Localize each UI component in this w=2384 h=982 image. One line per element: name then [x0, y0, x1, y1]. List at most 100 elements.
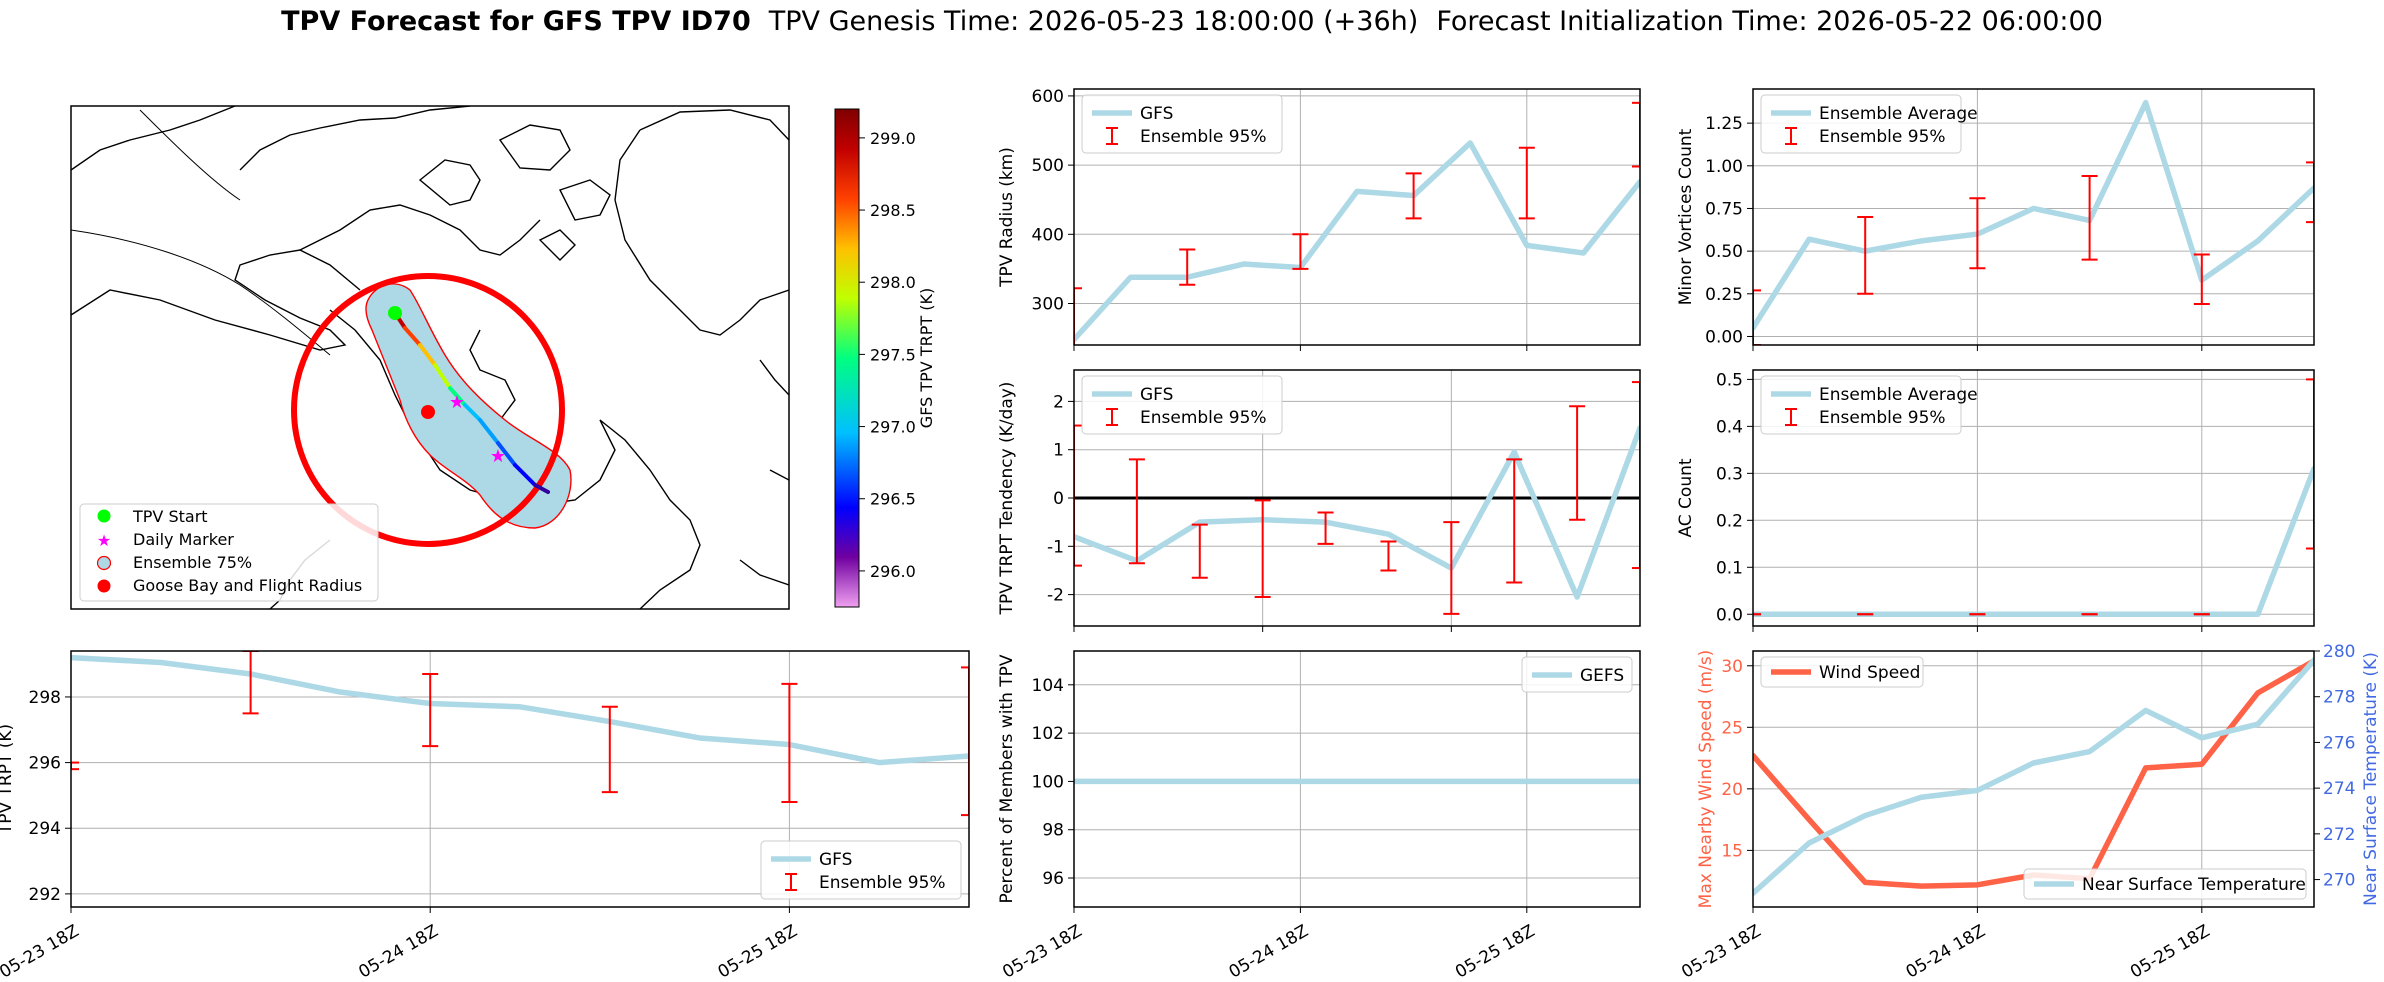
goose-bay-marker [421, 405, 435, 419]
y-tick-label: 0.75 [1705, 199, 1743, 219]
colorbar-tick-label: 296.0 [870, 562, 916, 581]
series-line [1753, 465, 2314, 618]
legend-box [1760, 656, 1924, 688]
y-tick-label: 1.25 [1705, 114, 1743, 134]
legend-label-ensemble: Ensemble 75% [133, 553, 252, 572]
x-tick-label: 05-23 18Z [999, 921, 1085, 982]
legend-label: Ensemble 95% [1140, 127, 1267, 147]
legend-box [1521, 656, 1633, 693]
colorbar-tick-label: 296.5 [870, 490, 916, 509]
y-tick-label-right: 278 [2323, 688, 2355, 708]
x-tick-label: 05-25 18Z [1452, 921, 1538, 982]
legend-box [1760, 375, 1962, 435]
map-legend: ★ TPV Start Daily Marker Ensemble 75% Go… [79, 503, 379, 602]
y-tick-label: 0 [1053, 489, 1064, 509]
y-axis-label: TPV Radius (km) [997, 147, 1017, 288]
coastline-greenland [614, 109, 789, 336]
y-tick-label: -2 [1047, 586, 1064, 606]
y-tick-label: 0.0 [1716, 605, 1743, 625]
legend-label-goose: Goose Bay and Flight Radius [133, 576, 362, 595]
y-tick-label: 25 [1721, 718, 1743, 738]
colorbar-tick-label: 298.0 [870, 273, 916, 292]
coastline-europe [739, 359, 789, 586]
x-tick-label: 05-24 18Z [1903, 921, 1989, 982]
border-line [139, 109, 241, 201]
daily-marker-2: ★ [490, 446, 506, 467]
title-bold: TPV Forecast for GFS TPV ID70 [281, 6, 751, 37]
y-tick-label-right: 274 [2323, 779, 2355, 799]
legend-box [1760, 94, 1962, 154]
y-axis-label: Max Nearby Wind Speed (m/s) [1696, 650, 1716, 909]
plot-series [1074, 101, 1640, 345]
y-tick-label: 15 [1721, 841, 1743, 861]
legend-label: Wind Speed [1819, 663, 1920, 683]
colorbar [834, 108, 860, 608]
daily-marker-1: ★ [449, 392, 465, 413]
y-tick-label-right: 280 [2323, 642, 2355, 662]
legend-label: GEFS [1580, 666, 1624, 686]
y-tick-label: 104 [1032, 676, 1064, 696]
legend: Wind Speed Near Surface Temperature [1760, 656, 2307, 900]
init-time: Forecast Initialization Time: 2026-05-22… [1436, 6, 2103, 37]
y-tick-label: 30 [1721, 657, 1743, 677]
legend-label: Ensemble 95% [1819, 408, 1946, 428]
y-tick-label: 0.5 [1716, 370, 1743, 390]
legend-box [2023, 868, 2307, 900]
y-tick-label-right: 272 [2323, 825, 2355, 845]
x-tick-label: 05-24 18Z [355, 921, 441, 982]
y-tick-label: 0.4 [1716, 417, 1743, 437]
figure-title: TPV Forecast for GFS TPV ID70 TPV Genesis… [0, 6, 2384, 37]
x-tick-label: 05-24 18Z [1226, 921, 1312, 982]
coastline-alaska [71, 249, 361, 351]
legend-label: Near Surface Temperature [2082, 875, 2306, 895]
axes-frame [1073, 369, 1641, 627]
y-tick-label: 0.1 [1716, 558, 1743, 578]
genesis-time: TPV Genesis Time: 2026-05-23 18:00:00 (+… [768, 6, 1419, 37]
map-frame [70, 105, 790, 610]
y-tick-label: 600 [1032, 87, 1064, 107]
legend-label: GFS [1140, 385, 1173, 405]
y-tick-label: 0.00 [1705, 327, 1743, 347]
coastline-canada-north [239, 106, 541, 256]
series-line [1074, 425, 1640, 600]
dateline-arc [71, 229, 331, 356]
colorbar-tick-label: 297.0 [870, 418, 916, 437]
tpv-start-marker [388, 306, 402, 320]
y-axis-label: TPV TRPT Tendency (K/day) [997, 382, 1017, 616]
x-tick-label: 05-25 18Z [715, 921, 801, 982]
legend-start-icon [97, 509, 111, 523]
legend: GFS Ensemble 95% [760, 840, 962, 900]
legend-label: Ensemble 95% [1819, 127, 1946, 147]
y-tick-label-right: 270 [2323, 871, 2355, 891]
plot-series [1753, 378, 2314, 618]
legend-box [760, 840, 962, 900]
series-line [1074, 140, 1640, 343]
colorbar-tick-label: 298.5 [870, 201, 916, 220]
y-tick-label: 100 [1032, 772, 1064, 792]
y-tick-label: 500 [1032, 156, 1064, 176]
legend: Ensemble Average Ensemble 95% [1760, 94, 1978, 154]
y-tick-label-right: 276 [2323, 733, 2355, 753]
y-tick-label: 0.25 [1705, 285, 1743, 305]
axes-frame [1752, 650, 2315, 908]
coastline-arctic-islands [418, 124, 611, 261]
coastline-russia [71, 106, 236, 171]
chart-trpt: 292 294 296 298 05-23 18Z 05-24 18Z 05-25 18Z T… [0, 650, 970, 982]
legend-label: Ensemble Average [1819, 104, 1978, 124]
legend: Ensemble Average Ensemble 95% [1760, 375, 1978, 435]
y-tick-label: 400 [1032, 225, 1064, 245]
series-line [1753, 657, 2314, 897]
flight-radius-circle [291, 273, 565, 547]
y-axis-label: Minor Vortices Count [1676, 128, 1696, 305]
legend-box [1081, 94, 1283, 154]
y-tick-label: 294 [29, 819, 61, 839]
axes-frame [1752, 88, 2315, 346]
y-tick-label: 20 [1721, 780, 1743, 800]
axes-frame [70, 650, 970, 908]
y-tick-label: 96 [1042, 869, 1064, 889]
y-axis-label-right: Near Surface Temperature (K) [2361, 652, 2381, 906]
plot-series [1753, 99, 2314, 345]
y-tick-label: 298 [29, 688, 61, 708]
